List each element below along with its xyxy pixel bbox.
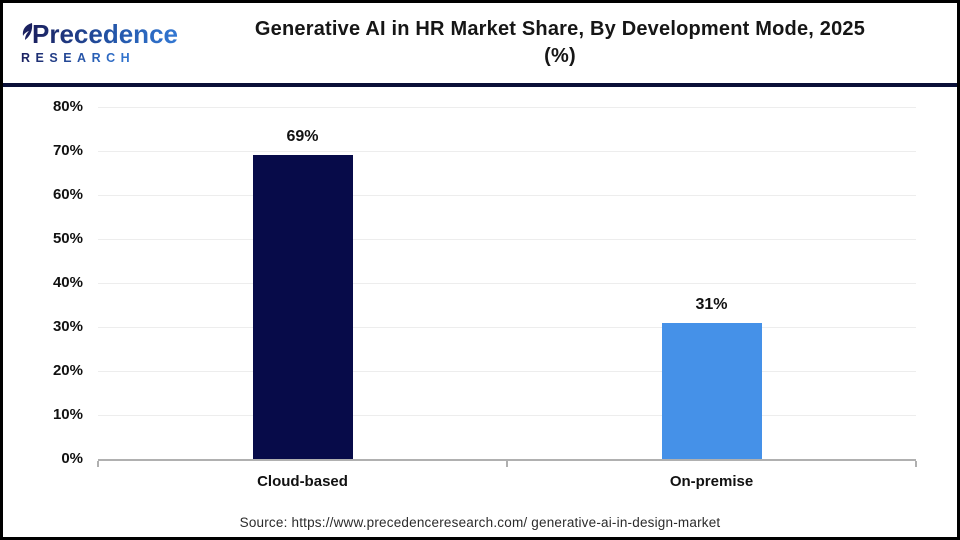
bar-cloud-based [252, 155, 353, 459]
x-category-label-on-premise: On-premise [669, 473, 754, 490]
y-axis-tick-label: 50% [52, 230, 83, 247]
y-axis-tick-label: 70% [52, 142, 83, 159]
x-axis-tick [506, 461, 508, 467]
x-axis-tick [97, 461, 99, 467]
header: Precedence RESEARCH Generative AI in HR … [3, 3, 957, 83]
y-axis-tick-label: 60% [52, 186, 83, 203]
gridline [98, 239, 916, 240]
y-axis-tick-label: 10% [52, 406, 83, 423]
bar-chart: 0% 10% 20% 30% 40% 50% 60% 70% 80% 69% Cloud-based… [3, 3, 957, 537]
logo-wordmark: Precedence [32, 19, 178, 50]
x-category-label-cloud-based: Cloud-based [257, 473, 348, 490]
gridline [98, 327, 916, 328]
gridline [98, 283, 916, 284]
gridline [98, 151, 916, 152]
gridline [98, 415, 916, 416]
bar-on-premise [661, 322, 762, 459]
bar-value-label-cloud-based: 69% [286, 128, 319, 146]
bar-value-label-on-premise: 31% [695, 295, 728, 313]
x-axis-tick [915, 461, 917, 467]
x-axis-line [98, 459, 916, 461]
leaf-icon [21, 22, 34, 48]
gridline [98, 107, 916, 108]
gridline [98, 195, 916, 196]
chart-title-line-1: Generative AI in HR Market Share, By Dev… [254, 18, 866, 40]
chart-title: Generative AI in HR Market Share, By Dev… [193, 16, 957, 70]
logo-subtitle: RESEARCH [21, 51, 136, 66]
gridline [98, 371, 916, 372]
y-axis-tick-label: 20% [52, 362, 83, 379]
header-divider [3, 83, 957, 87]
y-axis-tick-label: 80% [52, 98, 83, 115]
chart-title-line-2: (%) [544, 45, 576, 67]
y-axis-tick-label: 30% [52, 318, 83, 335]
precedence-research-logo: Precedence RESEARCH [3, 21, 193, 65]
y-axis-tick-label: 0% [61, 450, 83, 467]
source-attribution: Source: https://www.precedenceresearch.c… [239, 515, 721, 530]
y-axis-tick-label: 40% [52, 274, 83, 291]
